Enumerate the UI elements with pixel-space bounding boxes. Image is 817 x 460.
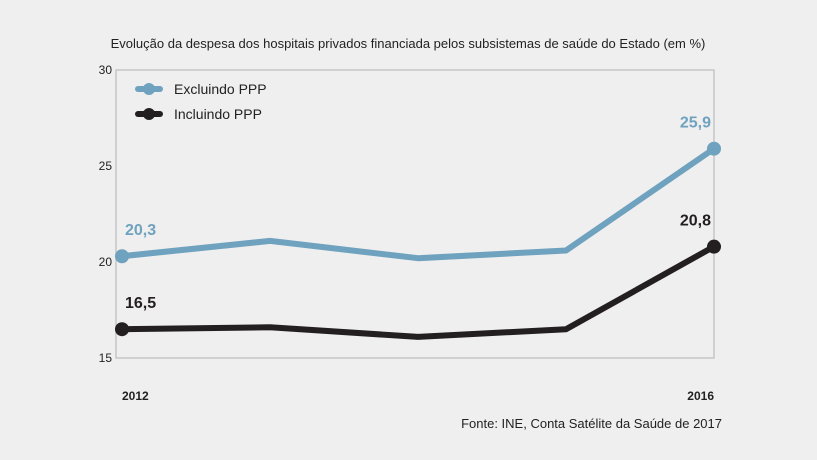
series-layer — [115, 141, 721, 340]
chart-title: Evolução da despesa dos hospitais privad… — [111, 36, 706, 51]
source-note: Fonte: INE, Conta Satélite da Saúde de 2… — [461, 416, 722, 431]
legend-swatch-marker — [143, 108, 155, 120]
legend-swatch-marker — [143, 83, 155, 95]
data-label: 20,8 — [680, 213, 711, 230]
x-tick-label: 2012 — [122, 389, 149, 403]
legend-label: Incluindo PPP — [174, 106, 262, 122]
series-line-1 — [119, 243, 717, 340]
data-label: 16,5 — [125, 295, 156, 312]
data-point — [115, 322, 129, 337]
legend-label: Excluindo PPP — [174, 81, 267, 97]
x-axis: 2012 2016 — [122, 389, 714, 403]
legend: Excluindo PPP Incluindo PPP — [135, 81, 267, 122]
y-tick-label: 15 — [99, 351, 113, 365]
series-line-0 — [119, 145, 717, 262]
x-tick-label: 2016 — [687, 389, 714, 403]
data-labels: 20,3 25,9 16,5 20,8 — [125, 115, 711, 312]
data-label: 20,3 — [125, 222, 156, 239]
y-tick-label: 25 — [99, 159, 113, 173]
data-point — [707, 141, 721, 156]
y-tick-label: 20 — [99, 255, 113, 269]
y-tick-label: 30 — [99, 63, 113, 77]
data-label: 25,9 — [680, 115, 711, 132]
data-point — [115, 249, 129, 264]
data-point — [707, 239, 721, 254]
y-axis: 30 25 20 15 — [99, 63, 113, 365]
